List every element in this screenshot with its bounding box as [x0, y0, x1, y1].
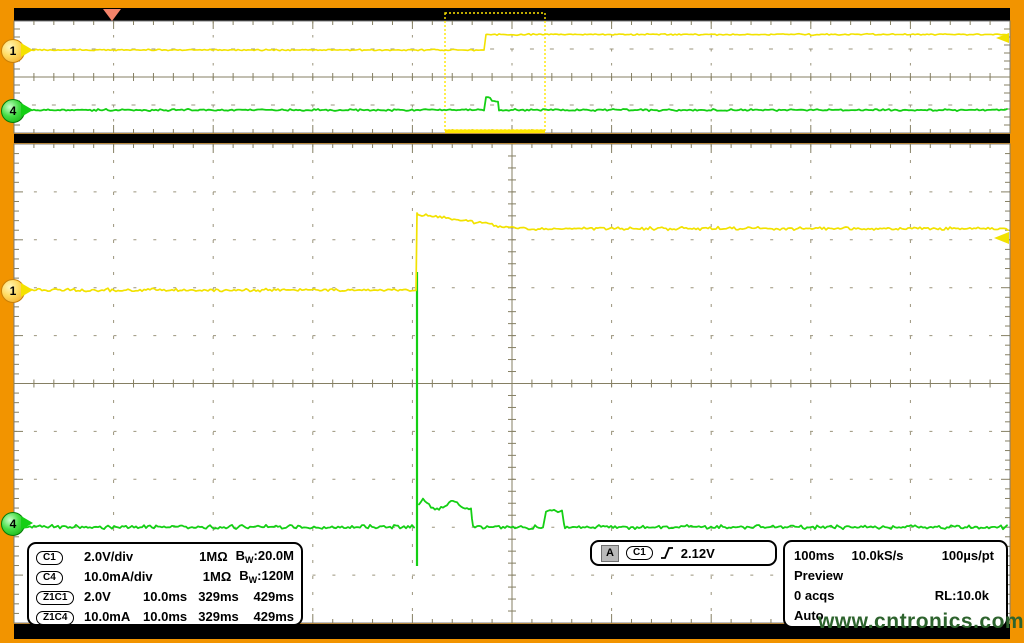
overview-ch4-label: 4	[9, 104, 17, 118]
main-c4-trace	[15, 272, 1008, 566]
c1-impedance: 1MΩ	[199, 548, 228, 564]
channel-settings-box[interactable]: C1 2.0V/div 1MΩ BW:20.0M C4 10.0mA/div 1…	[27, 542, 303, 626]
overview-ch1-label: 1	[9, 44, 17, 58]
overview-c4-trace	[15, 96, 1008, 113]
c4-impedance: 1MΩ	[202, 568, 232, 584]
trigger-position-marker[interactable]	[103, 9, 121, 21]
overview-graticule	[13, 21, 1011, 133]
trigger-readout-box[interactable]: A C1 2.12V	[590, 540, 777, 566]
acq-row-timebase: 100ms 10.0kS/s 100µs/pt	[785, 545, 1006, 565]
acq-sample-rate: 10.0kS/s	[851, 547, 904, 563]
z1c1-timebase: 10.0ms	[143, 588, 188, 604]
z1c1-end: 429ms	[253, 588, 294, 604]
acq-status: Preview	[794, 567, 844, 583]
z1c4-timebase: 10.0ms	[143, 608, 188, 624]
z1c1-chip[interactable]: Z1C1	[36, 590, 75, 605]
c1-chip[interactable]: C1	[36, 550, 63, 565]
c4-chip[interactable]: C4	[36, 570, 63, 585]
main-ch1-arrow-icon	[21, 283, 33, 297]
z1c4-chip[interactable]: Z1C4	[36, 610, 75, 625]
overview-c1-trace	[15, 32, 1008, 52]
watermark: www.cntronics.com	[818, 610, 1024, 633]
acq-count: 0 acqs	[794, 587, 835, 603]
acq-timebase: 100ms	[794, 547, 835, 563]
c1-level-arrow-icon[interactable]	[994, 33, 1009, 244]
z1c4-scale: 10.0mA	[84, 608, 131, 624]
trigger-level: 2.12V	[680, 545, 715, 561]
overview-ch1-arrow-icon	[21, 43, 33, 57]
main-ch4-arrow-icon	[21, 516, 33, 530]
main-ch1-label: 1	[9, 284, 17, 298]
main-ch4-label: 4	[9, 517, 17, 531]
main-c1-trace	[15, 212, 1009, 293]
z1c1-start: 329ms	[198, 588, 239, 604]
c1-settings-row: C1 2.0V/div 1MΩ BW:20.0M	[29, 546, 301, 566]
acq-trigger-mode: Auto	[794, 607, 824, 623]
c1-scale: 2.0V/div	[84, 548, 134, 564]
acq-row-mode: Auto	[785, 605, 1006, 625]
c1-bandwidth: BW:20.0M	[235, 547, 294, 565]
acquisition-status-box[interactable]: 100ms 10.0kS/s 100µs/pt Preview 0 acqs R…	[783, 540, 1008, 628]
zoom-window-box[interactable]	[444, 12, 546, 133]
acq-row-count: 0 acqs RL:10.0k	[785, 585, 1006, 605]
z1c4-settings-row: Z1C4 10.0mA 10.0ms 329ms 429ms	[29, 606, 301, 626]
c4-scale: 10.0mA/div	[84, 568, 153, 584]
acq-resolution: 100µs/pt	[941, 547, 994, 563]
trigger-a-chip: A	[601, 544, 619, 562]
acq-record-length: RL:10.0k	[934, 587, 989, 603]
c4-bandwidth: BW:120M	[239, 567, 294, 585]
z1c4-end: 429ms	[253, 608, 294, 624]
rising-edge-icon	[660, 547, 673, 559]
overview-ch4-arrow-icon	[21, 103, 33, 117]
trigger-source-chip[interactable]: C1	[626, 546, 653, 560]
z1c1-settings-row: Z1C1 2.0V 10.0ms 329ms 429ms	[29, 586, 301, 606]
acq-row-status: Preview	[785, 565, 1006, 585]
z1c4-start: 329ms	[198, 608, 239, 624]
c4-settings-row: C4 10.0mA/div 1MΩ BW:120M	[29, 566, 301, 586]
z1c1-scale: 2.0V	[84, 588, 111, 604]
